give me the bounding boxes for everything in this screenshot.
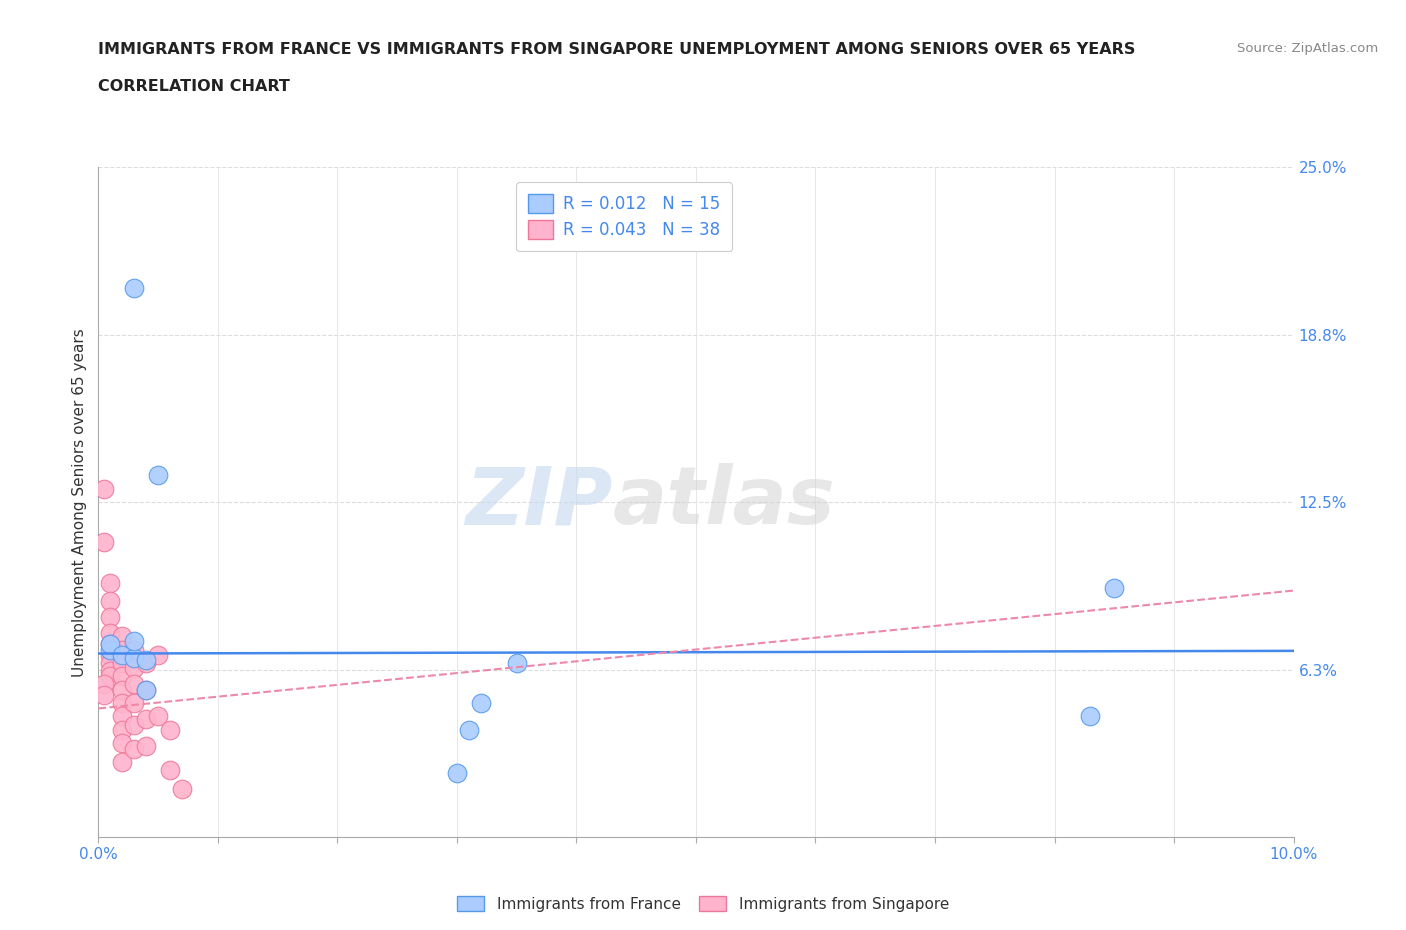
Point xyxy=(159,723,181,737)
Text: IMMIGRANTS FROM FRANCE VS IMMIGRANTS FROM SINGAPORE UNEMPLOYMENT AMONG SENIORS O: IMMIGRANTS FROM FRANCE VS IMMIGRANTS FRO… xyxy=(98,42,1136,57)
Point xyxy=(111,696,134,711)
Point xyxy=(124,642,146,657)
Text: ZIP: ZIP xyxy=(465,463,612,541)
Point xyxy=(93,687,115,702)
Point xyxy=(159,763,181,777)
Point xyxy=(135,683,157,698)
Point xyxy=(111,723,134,737)
Point xyxy=(135,711,157,726)
Point xyxy=(98,637,122,652)
Text: atlas: atlas xyxy=(612,463,835,541)
Point xyxy=(458,723,481,737)
Point xyxy=(124,634,146,649)
Point xyxy=(1080,709,1102,724)
Point xyxy=(148,468,170,483)
Legend: R = 0.012   N = 15, R = 0.043   N = 38: R = 0.012 N = 15, R = 0.043 N = 38 xyxy=(516,182,733,251)
Point xyxy=(98,647,122,662)
Point xyxy=(172,781,194,796)
Point xyxy=(124,650,146,665)
Point xyxy=(93,677,115,692)
Point xyxy=(124,696,146,711)
Text: CORRELATION CHART: CORRELATION CHART xyxy=(98,79,290,94)
Point xyxy=(124,717,146,732)
Point xyxy=(98,626,122,641)
Y-axis label: Unemployment Among Seniors over 65 years: Unemployment Among Seniors over 65 years xyxy=(72,328,87,677)
Point xyxy=(93,482,115,497)
Point xyxy=(98,610,122,625)
Point xyxy=(111,629,134,644)
Point xyxy=(124,281,146,296)
Point xyxy=(135,656,157,671)
Point xyxy=(98,575,122,590)
Point xyxy=(124,661,146,676)
Point xyxy=(148,647,170,662)
Point xyxy=(135,683,157,698)
Point xyxy=(98,637,122,652)
Point xyxy=(98,669,122,684)
Point xyxy=(1104,580,1126,595)
Point xyxy=(111,754,134,769)
Point xyxy=(470,696,492,711)
Point xyxy=(111,656,134,671)
Point xyxy=(111,709,134,724)
Point xyxy=(135,653,157,668)
Point xyxy=(124,677,146,692)
Point xyxy=(135,738,157,753)
Point xyxy=(111,647,134,662)
Point xyxy=(98,642,122,657)
Point xyxy=(93,535,115,550)
Point xyxy=(111,642,134,657)
Point xyxy=(111,736,134,751)
Point xyxy=(124,741,146,756)
Point xyxy=(111,683,134,698)
Point xyxy=(148,709,170,724)
Point xyxy=(98,594,122,609)
Point xyxy=(111,669,134,684)
Point xyxy=(98,663,122,678)
Point xyxy=(506,656,529,671)
Legend: Immigrants from France, Immigrants from Singapore: Immigrants from France, Immigrants from … xyxy=(451,889,955,918)
Text: Source: ZipAtlas.com: Source: ZipAtlas.com xyxy=(1237,42,1378,55)
Point xyxy=(446,765,468,780)
Point xyxy=(98,656,122,671)
